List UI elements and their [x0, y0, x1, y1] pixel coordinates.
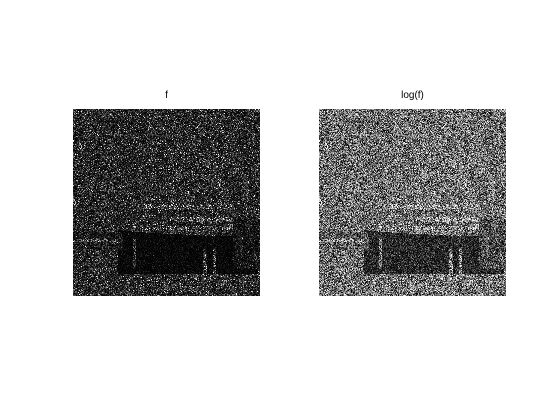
panel-title-log-f: log(f) [401, 90, 424, 101]
image-panel-f [73, 109, 260, 296]
image-panel-log-f [319, 109, 506, 296]
panel-title-f: f [165, 90, 168, 101]
